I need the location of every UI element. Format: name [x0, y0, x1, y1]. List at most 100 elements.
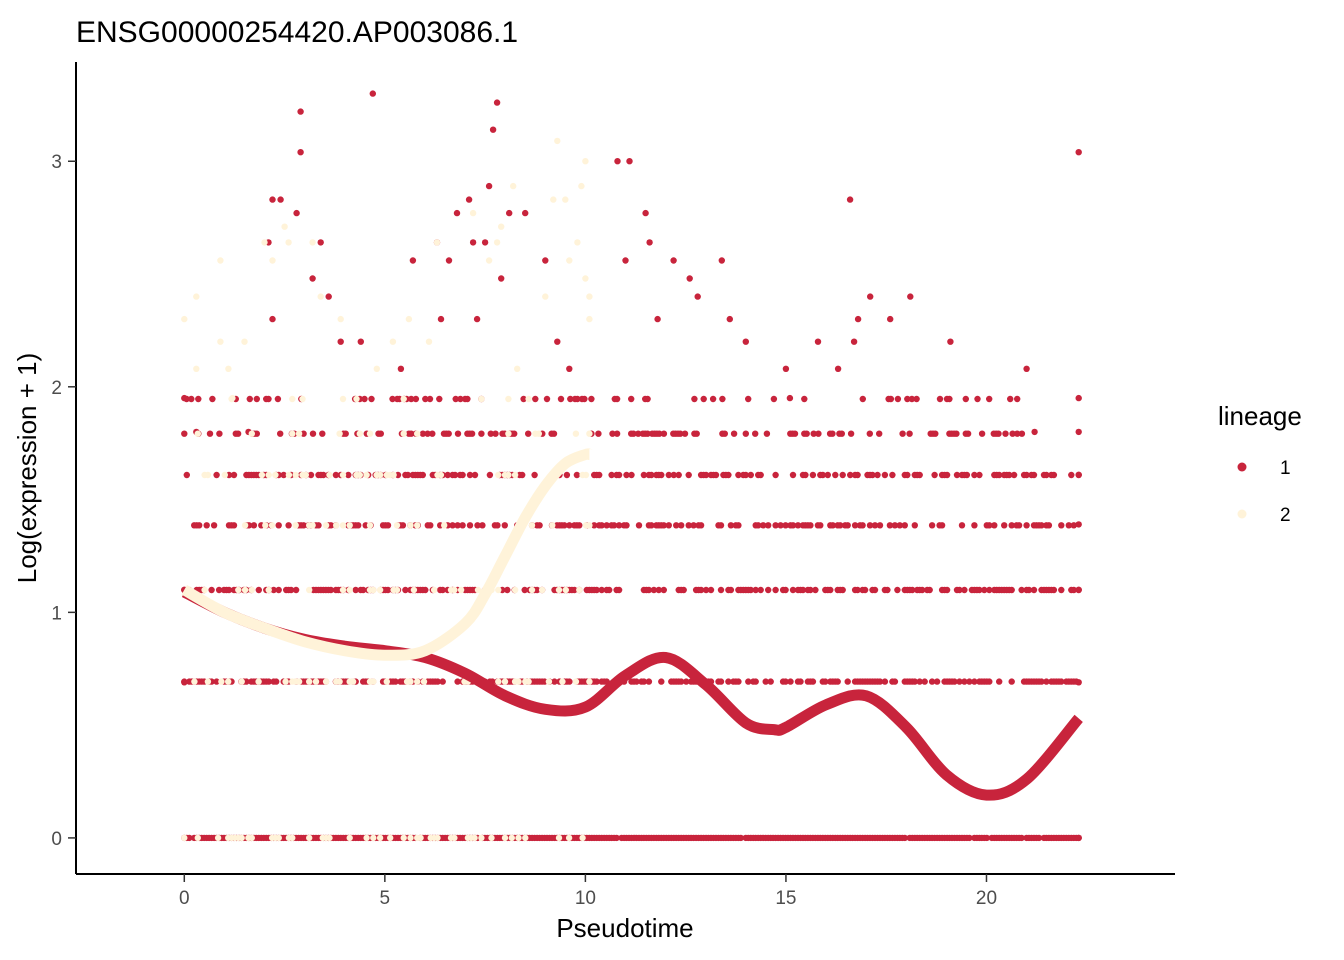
data-point-lineage-2 — [514, 365, 521, 372]
data-point-lineage-1 — [466, 471, 474, 479]
data-point-lineage-1 — [1014, 395, 1021, 403]
data-point-lineage-1 — [315, 522, 322, 529]
data-point-lineage-1 — [273, 678, 280, 685]
data-point-lineage-2 — [317, 293, 324, 300]
data-point-lineage-1 — [459, 522, 466, 529]
data-point-lineage-1 — [685, 471, 692, 479]
data-point-lineage-2 — [420, 678, 428, 685]
data-point-lineage-1 — [802, 471, 809, 479]
data-point-lineage-2 — [217, 257, 224, 264]
data-point-lineage-1 — [1075, 471, 1082, 478]
legend-key-2 — [1237, 509, 1247, 519]
data-point-lineage-2 — [407, 834, 414, 842]
data-point-lineage-1 — [678, 678, 685, 685]
data-point-lineage-1 — [352, 586, 359, 594]
data-point-lineage-1 — [678, 522, 685, 529]
data-point-lineage-1 — [439, 586, 446, 594]
y-tick-label: 3 — [51, 152, 62, 173]
legend-label-1: 1 — [1280, 458, 1291, 479]
data-point-lineage-1 — [1023, 365, 1030, 372]
data-point-lineage-1 — [755, 522, 762, 529]
data-point-lineage-1 — [782, 586, 789, 594]
data-point-lineage-1 — [464, 395, 471, 403]
data-point-lineage-2 — [339, 586, 347, 594]
data-point-lineage-2 — [525, 678, 532, 685]
data-point-lineage-2 — [349, 678, 357, 685]
data-point-lineage-1 — [681, 430, 689, 437]
data-point-lineage-1 — [566, 522, 573, 529]
data-point-lineage-2 — [337, 315, 344, 323]
data-point-lineage-1 — [567, 395, 574, 403]
data-point-lineage-1 — [593, 678, 600, 685]
data-point-lineage-1 — [1015, 522, 1023, 529]
data-point-lineage-1 — [953, 471, 961, 479]
data-point-lineage-1 — [648, 471, 655, 479]
data-point-lineage-2 — [562, 196, 569, 203]
data-point-lineage-1 — [700, 395, 707, 403]
data-point-lineage-1 — [807, 522, 814, 529]
data-point-lineage-1 — [542, 257, 549, 264]
data-point-lineage-1 — [854, 586, 861, 594]
data-point-lineage-1 — [869, 471, 876, 479]
data-point-lineage-2 — [326, 471, 333, 479]
data-point-lineage-1 — [468, 430, 476, 437]
data-point-lineage-1 — [789, 586, 797, 594]
x-tick-label: 5 — [380, 888, 391, 909]
data-point-lineage-1 — [829, 430, 836, 437]
data-point-lineage-1 — [854, 315, 862, 323]
data-point-lineage-2 — [586, 293, 593, 300]
data-point-lineage-2 — [292, 522, 299, 529]
data-point-lineage-1 — [424, 430, 431, 437]
data-point-lineage-1 — [916, 471, 923, 479]
data-point-lineage-1 — [269, 315, 276, 323]
data-point-lineage-1 — [196, 522, 203, 529]
data-point-lineage-1 — [809, 678, 817, 685]
data-point-lineage-1 — [673, 522, 680, 529]
data-point-lineage-1 — [1009, 430, 1016, 437]
data-point-lineage-2 — [289, 834, 296, 842]
data-point-lineage-2 — [582, 471, 590, 479]
data-point-lineage-1 — [181, 679, 188, 686]
data-point-lineage-1 — [786, 394, 794, 402]
data-point-lineage-2 — [554, 137, 561, 145]
data-point-lineage-1 — [851, 522, 859, 529]
data-point-lineage-2 — [376, 834, 384, 842]
data-point-lineage-1 — [752, 678, 759, 685]
data-point-lineage-1 — [645, 586, 653, 594]
data-point-lineage-1 — [752, 430, 759, 437]
data-point-lineage-1 — [725, 678, 732, 685]
data-point-lineage-1 — [615, 522, 623, 529]
data-point-lineage-1 — [946, 395, 953, 403]
data-point-lineage-1 — [1075, 679, 1082, 686]
data-point-lineage-2 — [542, 293, 549, 300]
data-point-lineage-1 — [287, 586, 295, 594]
data-point-lineage-2 — [488, 834, 495, 842]
data-point-lineage-1 — [525, 430, 532, 437]
data-point-lineage-1 — [797, 678, 804, 685]
data-point-lineage-1 — [665, 522, 672, 529]
data-point-lineage-1 — [439, 678, 446, 685]
data-point-lineage-1 — [747, 471, 754, 479]
data-point-lineage-2 — [356, 430, 363, 437]
data-point-lineage-1 — [474, 522, 481, 529]
data-point-lineage-1 — [408, 430, 415, 437]
data-point-lineage-1 — [429, 430, 436, 437]
data-point-lineage-1 — [911, 678, 918, 685]
data-point-lineage-2 — [376, 471, 384, 479]
data-point-lineage-1 — [963, 471, 971, 479]
data-point-lineage-1 — [932, 430, 939, 437]
data-point-lineage-1 — [986, 586, 993, 594]
data-point-lineage-2 — [410, 586, 418, 594]
data-point-lineage-1 — [907, 293, 914, 300]
data-point-lineage-1 — [195, 395, 202, 403]
data-point-lineage-1 — [642, 209, 649, 217]
legend-key-1 — [1237, 462, 1247, 472]
data-point-lineage-1 — [297, 108, 304, 115]
x-tick-label: 20 — [976, 888, 997, 909]
data-point-lineage-1 — [280, 471, 287, 479]
data-point-lineage-2 — [555, 586, 563, 594]
data-point-lineage-1 — [956, 678, 963, 685]
data-point-lineage-1 — [613, 430, 621, 437]
x-tick-label: 0 — [179, 888, 190, 909]
data-point-lineage-1 — [434, 678, 441, 685]
